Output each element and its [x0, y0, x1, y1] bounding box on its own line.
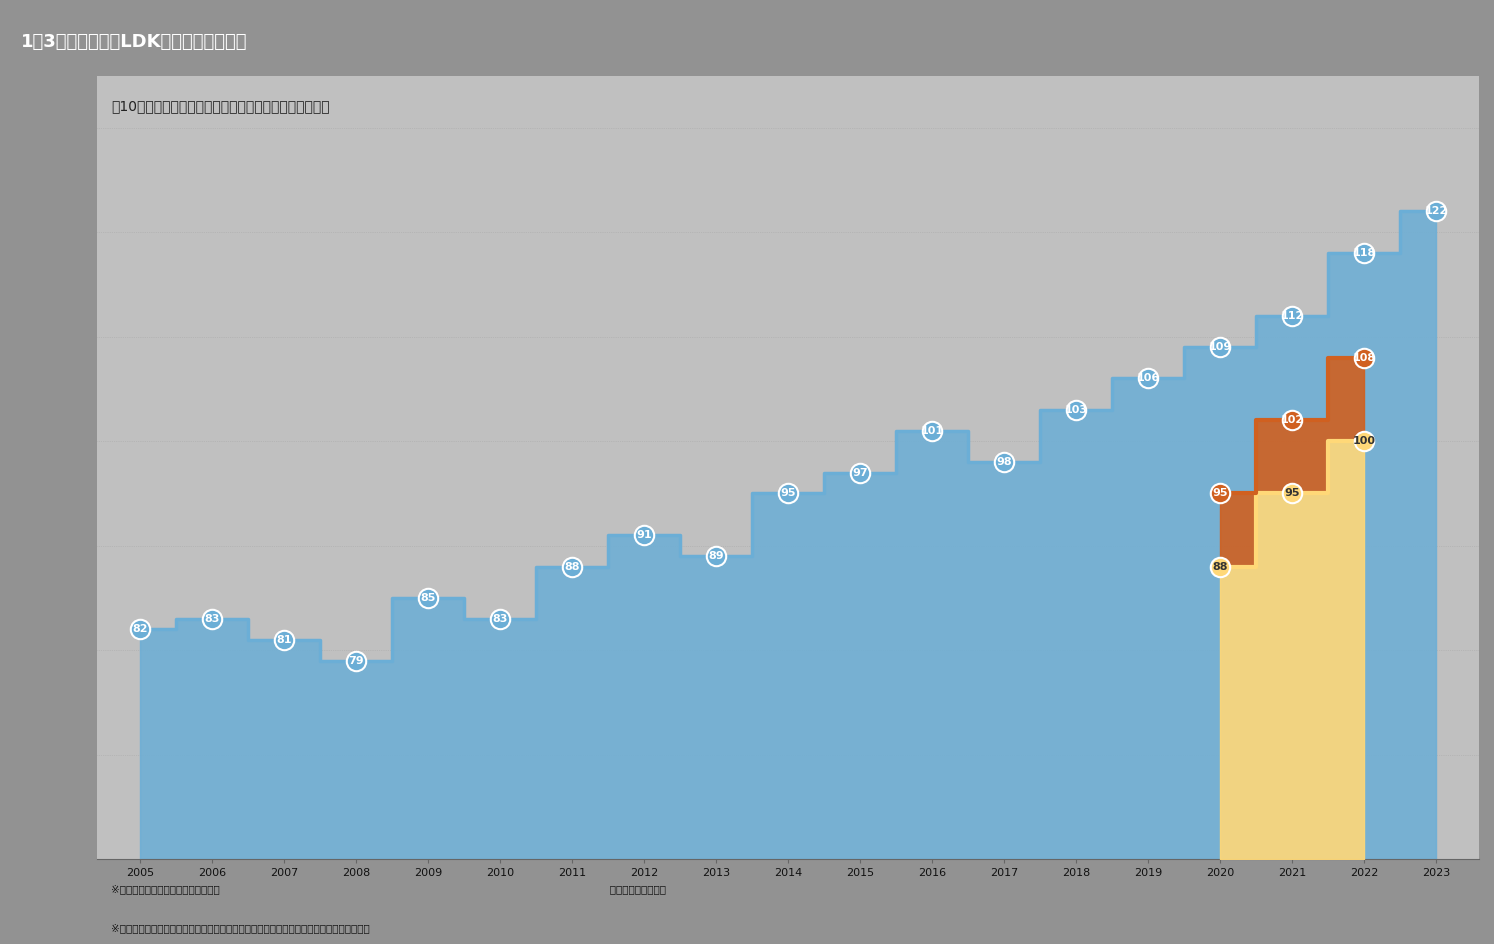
Text: 83: 83 [493, 614, 508, 624]
Text: 112: 112 [1280, 311, 1304, 321]
Text: 81: 81 [276, 634, 291, 645]
Text: 95: 95 [780, 488, 796, 498]
Text: 109: 109 [1209, 342, 1231, 352]
Text: 106: 106 [1137, 374, 1159, 383]
Text: 91: 91 [636, 531, 651, 540]
Text: 88: 88 [1212, 562, 1228, 571]
Text: 118: 118 [1352, 248, 1376, 258]
Text: 101: 101 [920, 426, 944, 436]
Text: ※東京都・神奈川県・埼玉県・千葉県                                                               : ※東京都・神奈川県・埼玉県・千葉県 [111, 885, 666, 895]
Text: 築10年中古マンション　専有面積帯別リセールバリュー: 築10年中古マンション 専有面積帯別リセールバリュー [111, 99, 330, 113]
Text: 82: 82 [133, 624, 148, 634]
Text: 97: 97 [852, 467, 868, 478]
Text: 79: 79 [348, 655, 365, 666]
Text: 103: 103 [1065, 405, 1088, 414]
Text: 98: 98 [996, 457, 1011, 467]
Text: 122: 122 [1424, 207, 1448, 216]
Text: 89: 89 [708, 551, 725, 561]
Text: 1都3県における２LDK住戸供給割合推移: 1都3県における２LDK住戸供給割合推移 [21, 32, 247, 51]
Text: 83: 83 [205, 614, 220, 624]
Text: 95: 95 [1285, 488, 1300, 498]
Text: 100: 100 [1352, 436, 1376, 447]
Text: 85: 85 [420, 593, 436, 603]
Text: 108: 108 [1352, 353, 1376, 362]
Text: ※専有面積帯別の数値は参考値です。実際の取引価格は個別の物件条件により異なります。: ※専有面積帯別の数値は参考値です。実際の取引価格は個別の物件条件により異なります… [111, 923, 369, 933]
Text: 88: 88 [565, 562, 580, 571]
Text: 95: 95 [1212, 488, 1228, 498]
Text: 102: 102 [1280, 415, 1303, 425]
